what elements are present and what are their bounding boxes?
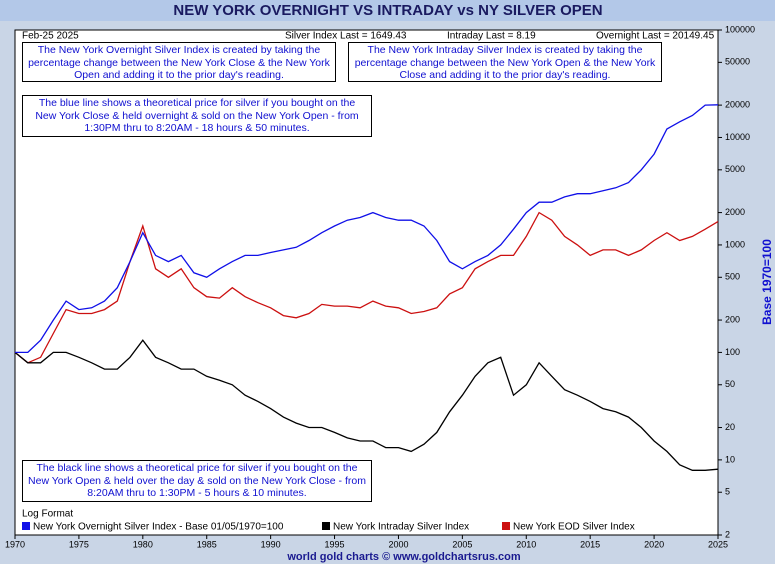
annotation: The blue line shows a theoretical price … bbox=[22, 95, 372, 137]
annotation: The New York Overnight Silver Index is c… bbox=[22, 42, 336, 82]
y-tick-label: 2 bbox=[725, 529, 730, 539]
chart-title: NEW YORK OVERNIGHT VS INTRADAY vs NY SIL… bbox=[173, 2, 602, 19]
y-tick-label: 100 bbox=[725, 347, 740, 357]
series-line bbox=[15, 104, 719, 354]
y-tick-label: 200 bbox=[725, 314, 740, 324]
y-tick-label: 20000 bbox=[725, 99, 750, 109]
x-tick-label: 2010 bbox=[516, 539, 536, 549]
x-tick-label: 1995 bbox=[325, 539, 345, 549]
annotation: The black line shows a theoretical price… bbox=[22, 460, 372, 502]
x-tick-label: 1990 bbox=[261, 539, 281, 549]
stat: Silver Index Last = 1649.43 bbox=[285, 31, 407, 42]
legend-swatch bbox=[322, 522, 330, 530]
scale-note: Log Format bbox=[22, 509, 73, 520]
x-tick-label: 1970 bbox=[5, 539, 25, 549]
x-tick-label: 1975 bbox=[69, 539, 89, 549]
legend-swatch bbox=[502, 522, 510, 530]
legend-label: New York EOD Silver Index bbox=[513, 522, 635, 533]
x-tick-label: 2020 bbox=[644, 539, 664, 549]
x-tick-label: 1985 bbox=[197, 539, 217, 549]
y-tick-label: 2000 bbox=[725, 207, 745, 217]
footer: world gold charts © www.goldchartsrus.co… bbox=[286, 551, 520, 563]
series-line bbox=[14, 339, 719, 471]
y-tick-label: 10000 bbox=[725, 132, 750, 142]
y-tick-label: 20 bbox=[725, 422, 735, 432]
stat: Intraday Last = 8.19 bbox=[447, 31, 536, 42]
y-tick-label: 5000 bbox=[725, 164, 745, 174]
x-tick-label: 1980 bbox=[133, 539, 153, 549]
legend-label: New York Overnight Silver Index - Base 0… bbox=[33, 522, 284, 533]
legend-swatch bbox=[22, 522, 30, 530]
title-bar bbox=[0, 0, 775, 21]
legend-label: New York Intraday Silver Index bbox=[333, 522, 469, 533]
stat: Overnight Last = 20149.45 bbox=[596, 31, 715, 42]
annotation: The New York Intraday Silver Index is cr… bbox=[348, 42, 662, 82]
y-tick-label: 50 bbox=[725, 379, 735, 389]
date-label: Feb-25 2025 bbox=[22, 31, 79, 42]
y-tick-label: 10 bbox=[725, 454, 735, 464]
y-tick-label: 5 bbox=[725, 487, 730, 497]
y-tick-label: 1000 bbox=[725, 239, 745, 249]
y-tick-label: 500 bbox=[725, 272, 740, 282]
x-tick-label: 2025 bbox=[708, 539, 728, 549]
y-tick-label: 50000 bbox=[725, 57, 750, 67]
y-axis-label: Base 1970=100 bbox=[760, 239, 774, 325]
y-tick-label: 100000 bbox=[725, 24, 755, 34]
x-tick-label: 2005 bbox=[452, 539, 472, 549]
x-tick-label: 2000 bbox=[388, 539, 408, 549]
x-tick-label: 2015 bbox=[580, 539, 600, 549]
